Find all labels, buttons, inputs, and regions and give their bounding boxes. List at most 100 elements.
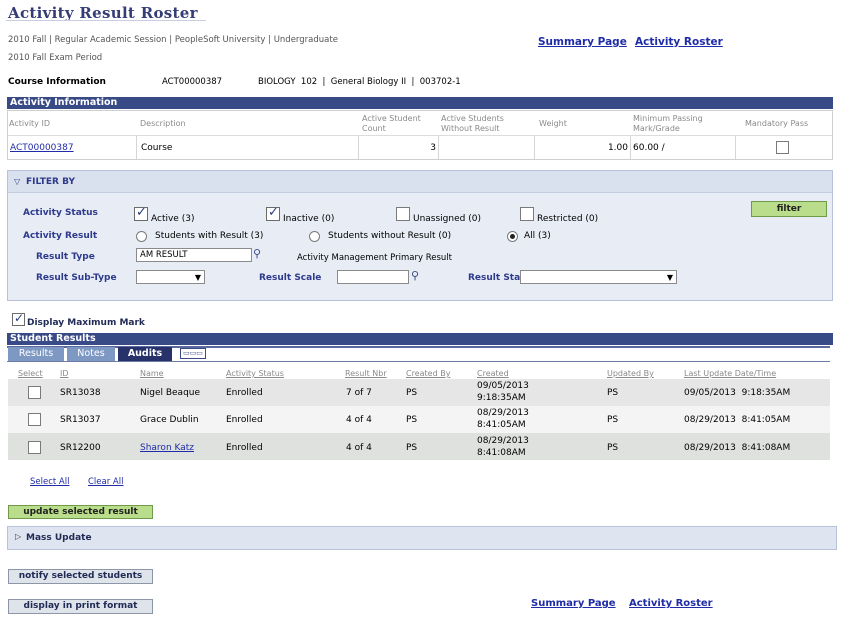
row-result-nbr: 4 of 4 bbox=[346, 443, 372, 453]
result-all-radio[interactable] bbox=[507, 231, 518, 242]
divider bbox=[8, 192, 832, 193]
search-icon[interactable]: ⚲ bbox=[411, 269, 420, 282]
row-select-checkbox[interactable] bbox=[28, 386, 41, 399]
show-all-columns-icon[interactable]: ▭▭▭ bbox=[180, 348, 206, 359]
result-type-input[interactable]: AM RESULT bbox=[136, 248, 252, 262]
col-weight: Weight bbox=[539, 119, 567, 128]
collapse-triangle-icon[interactable]: ▽ bbox=[14, 177, 21, 186]
result-scale-label: Result Scale bbox=[259, 273, 322, 283]
course-description: BIOLOGY 102 | General Biology II | 00370… bbox=[258, 77, 461, 87]
filter-header-bar[interactable] bbox=[8, 171, 832, 192]
result-type-description: Activity Management Primary Result bbox=[297, 253, 452, 263]
table-row bbox=[8, 379, 830, 406]
student-name-link[interactable]: Sharon Katz bbox=[140, 443, 195, 453]
update-selected-result-button[interactable]: update selected result bbox=[8, 505, 153, 519]
checkmark-icon: ✓ bbox=[136, 205, 147, 220]
student-results-header: Student Results bbox=[7, 333, 833, 345]
result-type-label: Result Type bbox=[36, 252, 95, 262]
activity-weight: 1.00 bbox=[607, 143, 628, 153]
col-description: Description bbox=[140, 119, 186, 128]
divider bbox=[630, 136, 631, 159]
row-select-checkbox[interactable] bbox=[28, 413, 41, 426]
col-created[interactable]: Created bbox=[477, 369, 509, 378]
title-underline bbox=[6, 20, 206, 21]
result-scale-input[interactable] bbox=[337, 270, 409, 284]
filter-by-label: FILTER BY bbox=[26, 177, 75, 187]
activity-id-link[interactable]: ACT00000387 bbox=[10, 143, 74, 153]
col-select: Select bbox=[18, 369, 43, 378]
status-active-checkbox[interactable]: ✓ bbox=[134, 205, 148, 221]
col-activity-status[interactable]: Activity Status bbox=[226, 369, 284, 378]
col-id[interactable]: ID bbox=[60, 369, 69, 378]
col-result-nbr[interactable]: Result Nbr bbox=[345, 369, 387, 378]
result-status-select[interactable]: ▼ bbox=[520, 270, 677, 284]
status-inactive-label: Inactive (0) bbox=[283, 214, 335, 224]
status-unassigned-label: Unassigned (0) bbox=[413, 214, 481, 224]
row-last-update: 08/29/2013 8:41:05AM bbox=[684, 415, 791, 425]
clear-all-link[interactable]: Clear All bbox=[88, 477, 124, 487]
expand-triangle-icon[interactable]: ▷ bbox=[15, 532, 22, 541]
row-created-time: 8:41:08AM bbox=[477, 448, 526, 458]
col-updated-by[interactable]: Updated By bbox=[607, 369, 654, 378]
search-icon[interactable]: ⚲ bbox=[253, 247, 262, 260]
row-id: SR12200 bbox=[60, 443, 101, 453]
result-without-radio[interactable] bbox=[309, 231, 320, 242]
filter-button[interactable]: filter bbox=[751, 201, 827, 217]
row-status: Enrolled bbox=[226, 443, 263, 453]
result-subtype-label: Result Sub-Type bbox=[36, 273, 117, 283]
row-updated-by: PS bbox=[607, 415, 619, 425]
result-subtype-select[interactable]: ▼ bbox=[136, 270, 205, 284]
result-without-label: Students without Result (0) bbox=[328, 231, 452, 241]
table-row bbox=[8, 433, 830, 460]
tab-results[interactable]: Results bbox=[8, 347, 64, 361]
display-max-mark-checkbox[interactable]: ✓ bbox=[12, 311, 25, 326]
mass-update-bar[interactable] bbox=[7, 526, 837, 550]
activity-roster-link-top[interactable]: Activity Roster bbox=[635, 36, 723, 48]
result-with-radio[interactable] bbox=[136, 231, 147, 242]
summary-page-link-bottom[interactable]: Summary Page bbox=[531, 598, 616, 609]
context-line-1: 2010 Fall | Regular Academic Session | P… bbox=[8, 35, 338, 45]
col-created-by[interactable]: Created By bbox=[406, 369, 451, 378]
select-all-link[interactable]: Select All bbox=[30, 477, 70, 487]
mandatory-pass-checkbox[interactable] bbox=[776, 141, 789, 154]
table-row bbox=[8, 406, 830, 433]
course-activity-code: ACT00000387 bbox=[162, 77, 223, 87]
row-created-by: PS bbox=[406, 415, 418, 425]
status-active-label: Active (3) bbox=[151, 214, 195, 224]
row-created-by: PS bbox=[406, 443, 418, 453]
active-student-count: 3 bbox=[430, 143, 436, 153]
row-result-nbr: 7 of 7 bbox=[346, 388, 372, 398]
row-created-time: 8:41:05AM bbox=[477, 420, 526, 430]
activity-info-header: Activity Information bbox=[7, 97, 833, 109]
status-inactive-checkbox[interactable]: ✓ bbox=[266, 205, 280, 221]
col-active-count: Active Student Count bbox=[362, 114, 421, 133]
divider bbox=[136, 136, 137, 159]
divider bbox=[534, 136, 535, 159]
col-name[interactable]: Name bbox=[140, 369, 164, 378]
activity-roster-link-bottom[interactable]: Activity Roster bbox=[629, 598, 713, 609]
display-print-format-button[interactable]: display in print format bbox=[8, 599, 153, 614]
activity-info-table bbox=[7, 110, 833, 160]
tab-notes[interactable]: Notes bbox=[67, 347, 115, 361]
result-all-label: All (3) bbox=[524, 231, 551, 241]
col-min-pass: Minimum Passing Mark/Grade bbox=[633, 114, 703, 133]
status-unassigned-checkbox[interactable] bbox=[396, 207, 410, 221]
min-passing-mark: 60.00 / bbox=[633, 143, 665, 153]
result-with-label: Students with Result (3) bbox=[155, 231, 264, 241]
col-last-update[interactable]: Last Update Date/Time bbox=[684, 369, 777, 378]
tab-audits[interactable]: Audits bbox=[118, 347, 172, 361]
status-restricted-checkbox[interactable] bbox=[520, 207, 534, 221]
activity-status-label: Activity Status bbox=[23, 208, 98, 218]
chevron-down-icon: ▼ bbox=[666, 273, 673, 282]
row-created-date: 09/05/2013 bbox=[477, 381, 529, 391]
activity-description: Course bbox=[141, 143, 173, 153]
page-title: Activity Result Roster bbox=[8, 4, 198, 22]
divider bbox=[7, 361, 830, 362]
summary-page-link-top[interactable]: Summary Page bbox=[538, 36, 627, 48]
row-last-update: 09/05/2013 9:18:35AM bbox=[684, 388, 791, 398]
row-id: SR13037 bbox=[60, 415, 101, 425]
row-select-checkbox[interactable] bbox=[28, 441, 41, 454]
notify-selected-students-button[interactable]: notify selected students bbox=[8, 569, 153, 584]
row-id: SR13038 bbox=[60, 388, 101, 398]
col-without-result: Active Students Without Result bbox=[441, 114, 504, 133]
